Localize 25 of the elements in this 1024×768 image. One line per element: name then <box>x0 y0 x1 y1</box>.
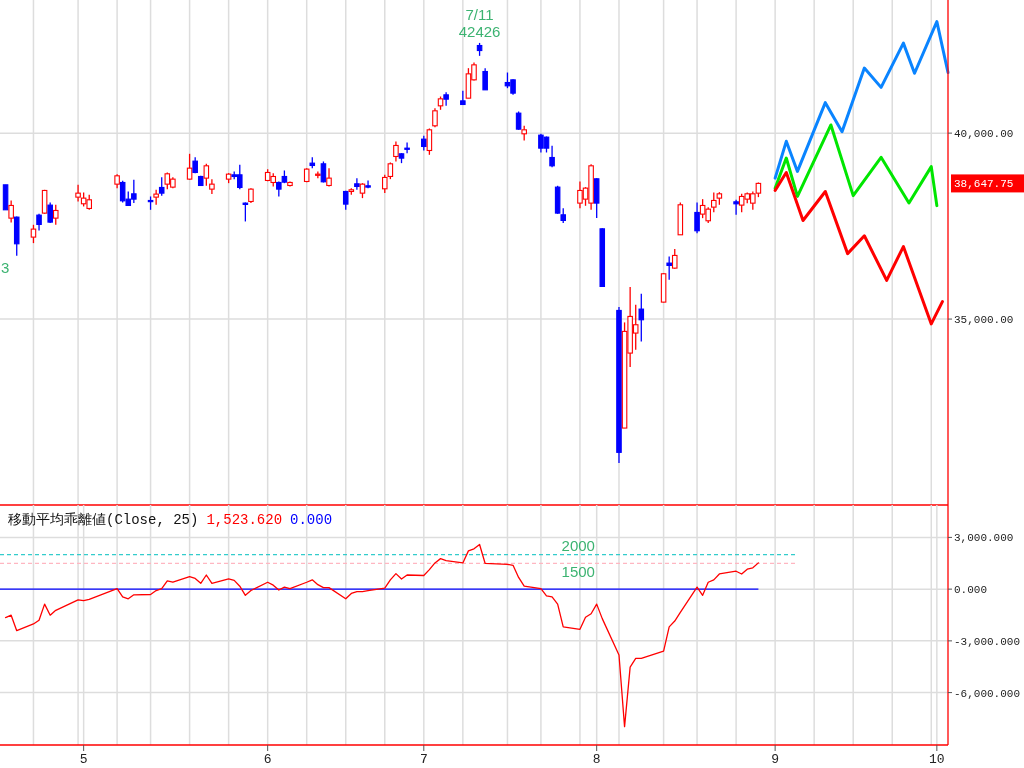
ref-line-label: 2000 <box>561 536 595 554</box>
y-tick-label: 0.000 <box>954 584 988 597</box>
annotation: 0.000 <box>290 512 333 528</box>
y-tick-label: 35,000.00 <box>954 314 1014 327</box>
x-tick-label: 5 <box>79 752 88 767</box>
text: 移動平均乖離値(Close, 25) <box>8 512 199 528</box>
x-tick-label: 7 <box>419 752 428 767</box>
y-tick-label: -3,000.000 <box>954 635 1021 648</box>
line-series <box>773 20 950 180</box>
ref-line-label: 1500 <box>561 563 595 581</box>
line-series <box>773 123 939 208</box>
x-tick-label: 6 <box>263 752 272 767</box>
line-series <box>4 543 760 728</box>
x-tick-label: 8 <box>592 752 601 767</box>
line-series <box>773 171 944 326</box>
annotation: 7/11 <box>465 5 494 23</box>
x-tick-label: 10 <box>929 752 945 767</box>
y-tick-label: 40,000.00 <box>954 128 1014 141</box>
x-tick-label: 9 <box>771 752 780 767</box>
text: 38,647.75 <box>954 178 1014 191</box>
annotation: 42426 <box>458 22 501 40</box>
y-tick-label: 3,000.000 <box>954 532 1014 545</box>
y-tick-label: -6,000.000 <box>954 687 1021 700</box>
annotation: 1,523.620 <box>206 512 283 528</box>
annotation: 3 <box>1 258 10 276</box>
